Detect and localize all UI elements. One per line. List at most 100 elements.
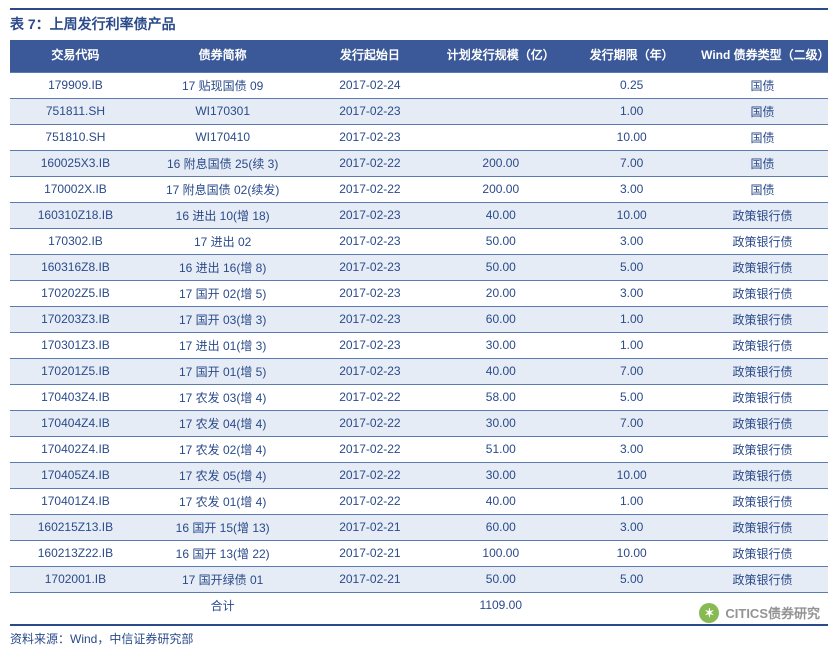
table-cell: 17 国开 01(增 5)	[141, 358, 305, 384]
table-cell: 17 农发 04(增 4)	[141, 410, 305, 436]
table-cell: 2017-02-21	[304, 514, 435, 540]
table-cell: 政策银行债	[697, 228, 828, 254]
table-cell: 10.00	[566, 540, 697, 566]
table-cell: 60.00	[435, 306, 566, 332]
table-cell: 40.00	[435, 358, 566, 384]
table-row: 751810.SHWI1704102017-02-2310.00国债	[10, 124, 828, 150]
table-cell: 17 国开 02(增 5)	[141, 280, 305, 306]
table-cell: 170301Z3.IB	[10, 332, 141, 358]
table-cell: 5.00	[566, 254, 697, 280]
table-title: 表 7：上周发行利率债产品	[10, 8, 828, 34]
table-cell: 2017-02-23	[304, 280, 435, 306]
table-cell: 2017-02-22	[304, 150, 435, 176]
table-cell: 3.00	[566, 176, 697, 202]
table-cell: 2017-02-23	[304, 254, 435, 280]
table-cell: 40.00	[435, 202, 566, 228]
table-cell: 2017-02-23	[304, 306, 435, 332]
table-row: 170402Z4.IB17 农发 02(增 4)2017-02-2251.003…	[10, 436, 828, 462]
table-row: 160025X3.IB16 附息国债 25(续 3)2017-02-22200.…	[10, 150, 828, 176]
table-cell: 60.00	[435, 514, 566, 540]
total-cell: 1109.00	[435, 592, 566, 618]
table-cell: 3.00	[566, 280, 697, 306]
table-cell: 170404Z4.IB	[10, 410, 141, 436]
table-cell: 国债	[697, 150, 828, 176]
total-cell	[10, 592, 141, 618]
table-cell: 0.25	[566, 72, 697, 98]
table-cell: 16 国开 13(增 22)	[141, 540, 305, 566]
total-cell: 合计	[141, 592, 305, 618]
table-cell: 30.00	[435, 410, 566, 436]
table-cell: 7.00	[566, 358, 697, 384]
table-cell: 1.00	[566, 332, 697, 358]
source-note: 资料来源：Wind，中信证券研究部	[10, 624, 828, 647]
table-cell: 政策银行债	[697, 488, 828, 514]
table-cell: 50.00	[435, 566, 566, 592]
table-cell: 170002X.IB	[10, 176, 141, 202]
table-cell: 160215Z13.IB	[10, 514, 141, 540]
table-cell: 17 农发 03(增 4)	[141, 384, 305, 410]
table-cell: 170403Z4.IB	[10, 384, 141, 410]
table-cell: 1.00	[566, 98, 697, 124]
table-cell: 17 农发 01(增 4)	[141, 488, 305, 514]
table-cell: 17 农发 02(增 4)	[141, 436, 305, 462]
column-header: 发行期限（年）	[566, 40, 697, 72]
table-cell: 751811.SH	[10, 98, 141, 124]
table-cell: 1.00	[566, 306, 697, 332]
column-header: 发行起始日	[304, 40, 435, 72]
table-cell: 160316Z8.IB	[10, 254, 141, 280]
table-cell: 2017-02-23	[304, 332, 435, 358]
table-row: 160213Z22.IB16 国开 13(增 22)2017-02-21100.…	[10, 540, 828, 566]
table-cell: 2017-02-23	[304, 98, 435, 124]
table-cell: 179909.IB	[10, 72, 141, 98]
table-cell: 160310Z18.IB	[10, 202, 141, 228]
table-cell: 2017-02-22	[304, 384, 435, 410]
table-cell: 政策银行债	[697, 254, 828, 280]
table-cell	[435, 72, 566, 98]
table-cell: 160025X3.IB	[10, 150, 141, 176]
table-cell: 30.00	[435, 462, 566, 488]
table-cell: 200.00	[435, 150, 566, 176]
table-cell: 58.00	[435, 384, 566, 410]
table-cell: 51.00	[435, 436, 566, 462]
table-cell: 170203Z3.IB	[10, 306, 141, 332]
table-cell: 50.00	[435, 228, 566, 254]
table-row: 160310Z18.IB16 进出 10(增 18)2017-02-2340.0…	[10, 202, 828, 228]
table-row: 170202Z5.IB17 国开 02(增 5)2017-02-2320.003…	[10, 280, 828, 306]
table-cell: 17 进出 02	[141, 228, 305, 254]
table-cell: 170201Z5.IB	[10, 358, 141, 384]
table-cell: 政策银行债	[697, 202, 828, 228]
table-cell: 国债	[697, 98, 828, 124]
table-cell: 3.00	[566, 436, 697, 462]
watermark: ✶ CITICS债券研究	[699, 603, 820, 623]
table-cell: 国债	[697, 124, 828, 150]
column-header: Wind 债券类型（二级）	[697, 40, 828, 72]
table-cell: 17 农发 05(增 4)	[141, 462, 305, 488]
table-row: 170002X.IB17 附息国债 02(续发)2017-02-22200.00…	[10, 176, 828, 202]
column-header: 债券简称	[141, 40, 305, 72]
total-cell	[566, 592, 697, 618]
table-cell: 2017-02-24	[304, 72, 435, 98]
table-cell: 3.00	[566, 514, 697, 540]
watermark-text: CITICS债券研究	[725, 603, 820, 622]
table-cell: 国债	[697, 72, 828, 98]
table-row: 170301Z3.IB17 进出 01(增 3)2017-02-2330.001…	[10, 332, 828, 358]
table-row: 170401Z4.IB17 农发 01(增 4)2017-02-2240.001…	[10, 488, 828, 514]
table-cell: 200.00	[435, 176, 566, 202]
table-cell: 16 国开 15(增 13)	[141, 514, 305, 540]
table-cell: 170202Z5.IB	[10, 280, 141, 306]
table-row: 1702001.IB17 国开绿债 012017-02-2150.005.00政…	[10, 566, 828, 592]
table-row: 170203Z3.IB17 国开 03(增 3)2017-02-2360.001…	[10, 306, 828, 332]
table-cell: 160213Z22.IB	[10, 540, 141, 566]
table-cell: 50.00	[435, 254, 566, 280]
table-cell: 5.00	[566, 566, 697, 592]
table-cell: 2017-02-22	[304, 436, 435, 462]
table-cell: 政策银行债	[697, 514, 828, 540]
table-cell: 政策银行债	[697, 358, 828, 384]
table-cell: 2017-02-22	[304, 488, 435, 514]
table-cell: WI170410	[141, 124, 305, 150]
table-row: 170405Z4.IB17 农发 05(增 4)2017-02-2230.001…	[10, 462, 828, 488]
table-cell: WI170301	[141, 98, 305, 124]
table-cell: 30.00	[435, 332, 566, 358]
table-row: 170403Z4.IB17 农发 03(增 4)2017-02-2258.005…	[10, 384, 828, 410]
table-cell: 751810.SH	[10, 124, 141, 150]
